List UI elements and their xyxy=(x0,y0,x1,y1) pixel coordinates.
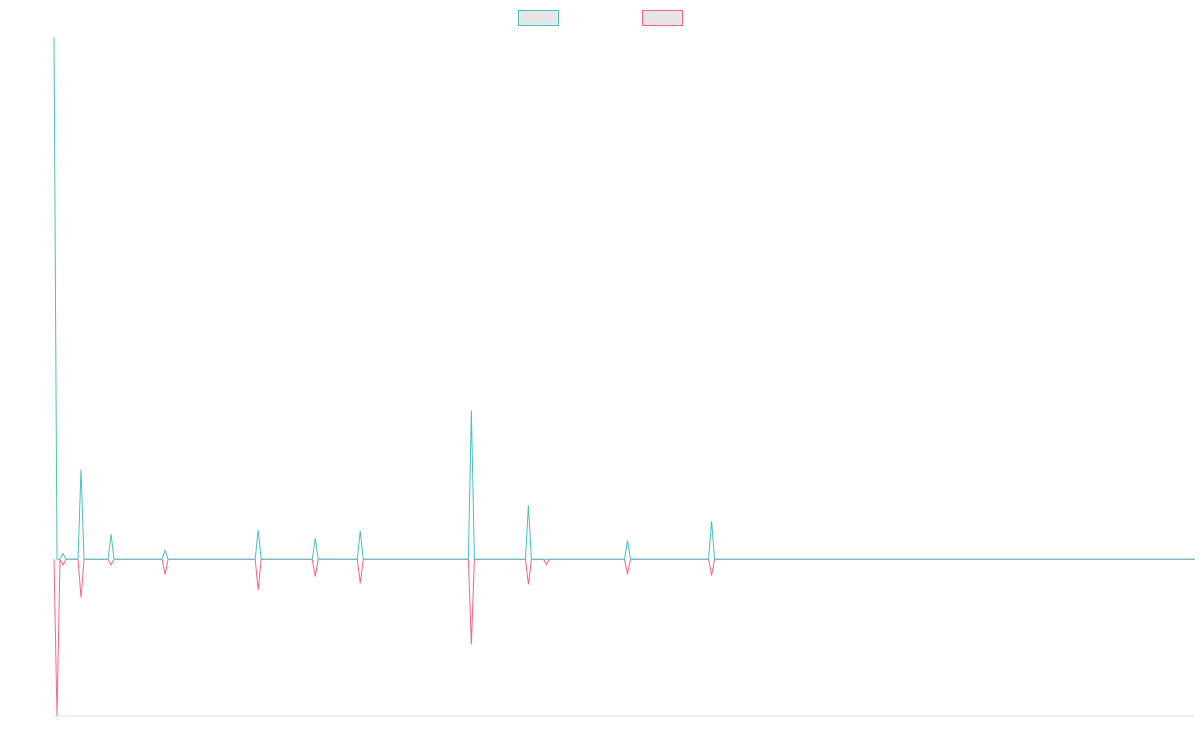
legend-swatch xyxy=(642,10,683,26)
series-line xyxy=(53,36,1195,560)
legend-swatch xyxy=(518,10,559,26)
series-line xyxy=(53,558,1195,717)
